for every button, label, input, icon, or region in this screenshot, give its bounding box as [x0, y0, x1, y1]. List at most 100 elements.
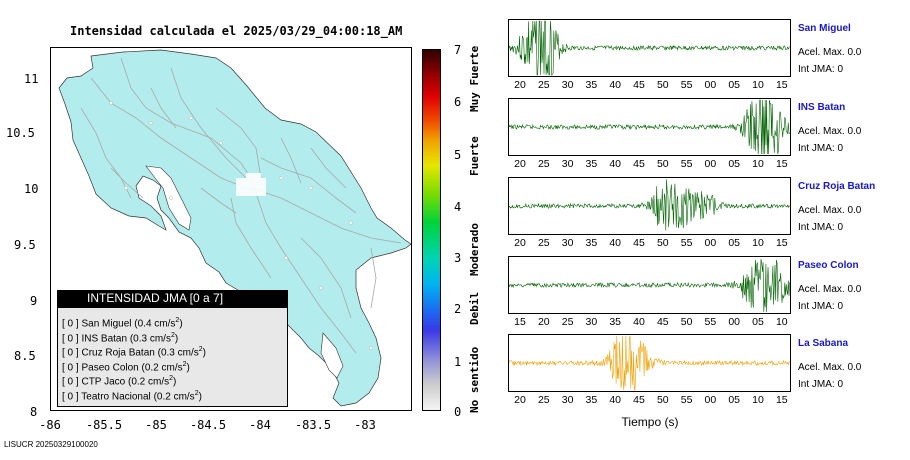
- panel-time-tick: 30: [585, 316, 598, 328]
- panel-time-tick: 05: [752, 316, 764, 328]
- panel-time-tick: 45: [633, 394, 645, 406]
- colorbar-number: 3: [454, 251, 462, 265]
- legend-title: INTENSIDAD JMA [0 a 7]: [57, 290, 288, 307]
- panel-time-tick: 20: [514, 158, 526, 170]
- trace-line: [509, 335, 790, 391]
- map-ytick: 9.5: [14, 238, 36, 252]
- panel-time-tick: 55: [704, 316, 717, 328]
- panel-time-tick: 25: [537, 158, 550, 170]
- legend-level: [ 0 ]: [62, 376, 79, 388]
- map-ytick: 8.5: [14, 349, 36, 363]
- trace-line: [509, 20, 790, 76]
- panel-time-tick: 20: [514, 394, 526, 406]
- panel-time-tick: 10: [775, 316, 788, 328]
- map-xtick: -83: [354, 418, 376, 432]
- town-markers: [109, 101, 373, 350]
- panel-time-tick: 30: [561, 79, 574, 91]
- panel-time-tick: 50: [656, 79, 669, 91]
- station-jma-intensity: Int JMA: 0: [798, 64, 844, 75]
- panel-time-tick: 05: [728, 158, 741, 170]
- panel-time-tick: 25: [537, 237, 550, 249]
- legend-accel-close: ): [186, 361, 190, 373]
- panel-time-tick: 40: [609, 79, 622, 91]
- legend-accel: (0.2 cm/s: [153, 390, 195, 402]
- panel-time-ticks: 20 25 30 35 40 45 50 55 00 05 10 15: [508, 79, 791, 93]
- panel-time-tick: 40: [633, 316, 645, 328]
- panel-time-tick: 35: [585, 158, 598, 170]
- map-ytick: 10: [24, 182, 39, 196]
- panel-time-tick: 25: [537, 79, 550, 91]
- legend-accel-unit-exponent: 2: [182, 360, 187, 368]
- legend-row: [ 0 ] CTP Jaco (0.2 cm/s2): [58, 372, 287, 387]
- panel-time-tick: 25: [561, 316, 574, 328]
- panel-time-tick: 45: [633, 79, 645, 91]
- legend-accel-unit-exponent: 2: [175, 317, 180, 324]
- panel-time-tick: 10: [752, 79, 764, 91]
- golfo-dulce: [320, 332, 344, 379]
- panel-time-tick: 45: [633, 158, 645, 170]
- legend-station: Paseo Colon: [81, 361, 139, 373]
- station-jma-intensity: Int JMA: 0: [798, 143, 844, 154]
- panel-time-tick: 05: [728, 394, 741, 406]
- legend-accel-unit-exponent: 2: [198, 346, 203, 353]
- legend-accel: (0.2 cm/s: [127, 376, 170, 388]
- panel-time-tick: 35: [585, 237, 598, 249]
- map-ytick: 9: [30, 294, 38, 308]
- panel-time-tick: 00: [704, 237, 717, 249]
- panel-time-tick: 00: [704, 79, 717, 91]
- seismogram-panel: [508, 256, 791, 314]
- urban-area: [236, 173, 266, 196]
- colorbar-label: No sentido: [468, 346, 481, 413]
- legend-accel: (0.3 cm/s: [129, 332, 171, 344]
- seismogram-trace: [509, 335, 790, 391]
- panel-time-tick: 15: [514, 316, 526, 328]
- map-xtick: -85.5: [85, 418, 123, 432]
- colorbar-number: 6: [454, 95, 462, 109]
- panel-time-tick: 40: [609, 237, 622, 249]
- costa-rica-map: [58, 49, 412, 407]
- panel-time-tick: 00: [704, 158, 717, 170]
- colorbar-number: 5: [454, 148, 462, 162]
- panel-time-tick: 15: [775, 237, 788, 249]
- seismogram-panel: [508, 177, 791, 235]
- panel-time-tick: 20: [537, 316, 550, 328]
- legend-accel-close: ): [202, 347, 206, 359]
- panel-time-tick: 50: [656, 237, 669, 249]
- legend-row: [ 0 ] Cruz Roja Batan (0.3 cm/s2): [58, 343, 287, 358]
- panel-time-tick: 55: [680, 394, 693, 406]
- legend-row: [ 0 ] INS Batan (0.3 cm/s2): [58, 329, 287, 344]
- land-mass: [58, 49, 412, 407]
- legend-station: Cruz Roja Batan: [81, 347, 155, 359]
- legend-accel-unit-exponent: 2: [194, 389, 199, 397]
- panel-time-tick: 35: [585, 79, 598, 91]
- legend-accel-close: ): [173, 376, 177, 388]
- legend-row: [ 0 ] Paseo Colon (0.2 cm/s2): [58, 358, 287, 373]
- panel-time-tick: 20: [514, 79, 526, 91]
- legend-station: Teatro Nacional: [81, 390, 151, 402]
- panel-time-tick: 40: [609, 394, 622, 406]
- panel-time-tick: 10: [752, 394, 764, 406]
- station-max-accel: Acel. Max. 0.0: [798, 126, 862, 137]
- footer-id: LISUCR 20250329100020: [4, 440, 98, 449]
- panel-time-tick: 15: [775, 394, 788, 406]
- station-max-accel: Acel. Max. 0.0: [798, 205, 862, 216]
- legend-level: [ 0 ]: [62, 332, 79, 344]
- map-ytick: 8: [30, 405, 38, 419]
- seismogram-panel: [508, 334, 791, 392]
- seismogram-panel: [508, 98, 791, 156]
- station-max-accel: Acel. Max. 0.0: [798, 284, 862, 295]
- panel-time-tick: 45: [656, 316, 669, 328]
- panel-time-tick: 05: [728, 79, 741, 91]
- seismogram-trace: [509, 179, 790, 231]
- panel-time-ticks: 15 20 25 30 35 40 45 50 55 00 05 10: [508, 316, 791, 330]
- station-name: Cruz Roja Batan: [798, 181, 876, 192]
- station-name: La Sabana: [798, 338, 849, 349]
- legend-station: CTP Jaco: [81, 376, 126, 388]
- legend-level: [ 0 ]: [62, 347, 79, 359]
- station-name: San Miguel: [798, 23, 851, 34]
- panel-time-tick: 45: [633, 237, 645, 249]
- panel-time-tick: 30: [561, 237, 574, 249]
- legend-accel-unit-exponent: 2: [169, 375, 174, 382]
- intensity-colorbar: [422, 49, 441, 411]
- panel-time-tick: 55: [680, 237, 693, 249]
